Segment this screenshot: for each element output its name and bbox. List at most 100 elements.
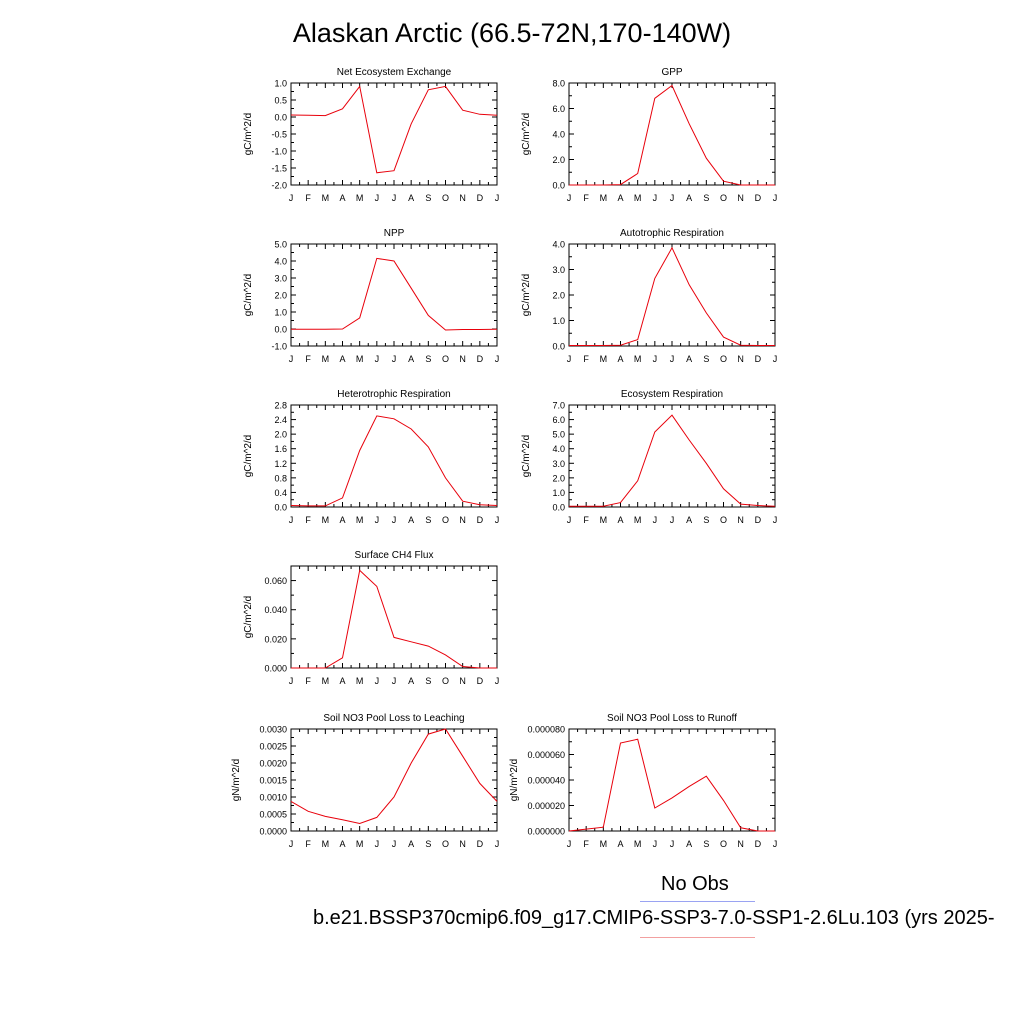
x-tick-label: F [305,676,311,686]
x-tick-label: A [686,515,692,525]
x-tick-label: F [583,193,589,203]
x-tick-label: J [670,193,675,203]
x-tick-label: O [442,354,449,364]
chart-title: Soil NO3 Pool Loss to Runoff [607,713,737,724]
y-tick-label: -1.5 [271,164,287,174]
y-tick-label: 4.0 [552,444,565,454]
x-tick-label: A [408,839,414,849]
y-tick-label: 4.0 [552,130,565,140]
x-tick-label: J [289,839,294,849]
x-tick-label: F [583,839,589,849]
x-tick-label: D [477,193,484,203]
x-tick-label: O [720,193,727,203]
series-line [290,728,498,825]
y-tick-label: 0.020 [264,634,287,644]
x-tick-label: O [442,676,449,686]
x-tick-label: J [670,515,675,525]
series-line [291,257,498,331]
x-tick-label: N [459,515,466,525]
x-tick-label: J [289,354,294,364]
x-tick-label: O [720,354,727,364]
x-tick-label: M [356,676,364,686]
case-legend-line [640,937,755,938]
y-tick-label: 0.060 [264,576,287,586]
x-tick-label: A [617,515,623,525]
x-tick-label: N [737,193,744,203]
y-tick-label: 2.0 [552,291,565,301]
y-tick-label: 0.0 [274,503,287,513]
y-tick-label: 3.0 [552,459,565,469]
x-tick-label: N [459,354,466,364]
plot-frame [290,565,498,669]
chart-panel-8: Soil NO3 Pool Loss to Leaching gN/m^2/d J F… [231,713,499,849]
series-line [290,415,498,507]
y-tick-label: 1.2 [274,459,287,469]
x-tick-label: J [289,676,294,686]
x-tick-label: J [392,354,397,364]
y-tick-label: 0.0005 [259,810,287,820]
y-tick-label: -1.0 [271,342,287,352]
y-tick-label: 4.0 [274,257,287,267]
x-tick-label: J [495,676,500,686]
x-tick-label: M [600,515,608,525]
x-tick-label: J [567,515,572,525]
x-tick-label: D [477,839,484,849]
y-tick-label: 0.000000 [527,827,565,837]
y-tick-label: 0.0 [274,325,287,335]
case-legend-label: b.e21.BSSP370cmip6.f09_g17.CMIP6-SSP3-7.… [313,907,995,929]
x-tick-label: A [686,354,692,364]
x-tick-label: J [375,354,380,364]
x-tick-label: A [339,354,345,364]
x-tick-label: S [703,515,709,525]
x-tick-label: D [755,839,762,849]
y-tick-label: 2.4 [274,415,287,425]
x-tick-label: M [634,354,642,364]
x-tick-label: N [737,354,744,364]
y-tick-label: 0.5 [274,96,287,106]
x-tick-label: O [442,515,449,525]
x-tick-label: M [356,515,364,525]
y-tick-label: 2.0 [552,473,565,483]
x-tick-label: O [442,193,449,203]
x-tick-label: J [392,515,397,525]
chart-title: GPP [661,67,682,78]
chart-title: Surface CH4 Flux [355,550,434,561]
x-tick-label: M [322,839,330,849]
plot-frame [568,82,776,186]
chart-title: Ecosystem Respiration [621,389,723,400]
y-tick-label: 0.0020 [259,759,287,769]
x-tick-label: S [425,839,431,849]
series-line [291,569,497,669]
x-tick-label: M [600,839,608,849]
plot-frame [290,404,498,508]
x-tick-label: D [477,676,484,686]
x-tick-label: M [322,193,330,203]
x-tick-label: S [425,354,431,364]
y-tick-label: 0.0 [274,113,287,123]
x-tick-label: J [670,354,675,364]
x-tick-label: N [459,676,466,686]
chart-title: Heterotrophic Respiration [337,389,450,400]
y-tick-label: 0.000040 [527,776,565,786]
x-tick-label: N [459,839,466,849]
x-tick-label: M [322,515,330,525]
y-tick-label: 0.0 [552,342,565,352]
x-tick-label: D [755,193,762,203]
x-tick-label: J [495,515,500,525]
y-tick-label: 1.0 [552,316,565,326]
x-tick-label: S [425,193,431,203]
y-tick-label: 2.0 [274,430,287,440]
y-tick-label: 4.0 [552,240,565,250]
y-tick-label: -2.0 [271,181,287,191]
y-axis-label: gC/m^2/d [243,274,254,317]
x-tick-label: N [737,515,744,525]
y-tick-label: 5.0 [274,240,287,250]
x-tick-label: F [583,515,589,525]
x-tick-label: M [600,193,608,203]
